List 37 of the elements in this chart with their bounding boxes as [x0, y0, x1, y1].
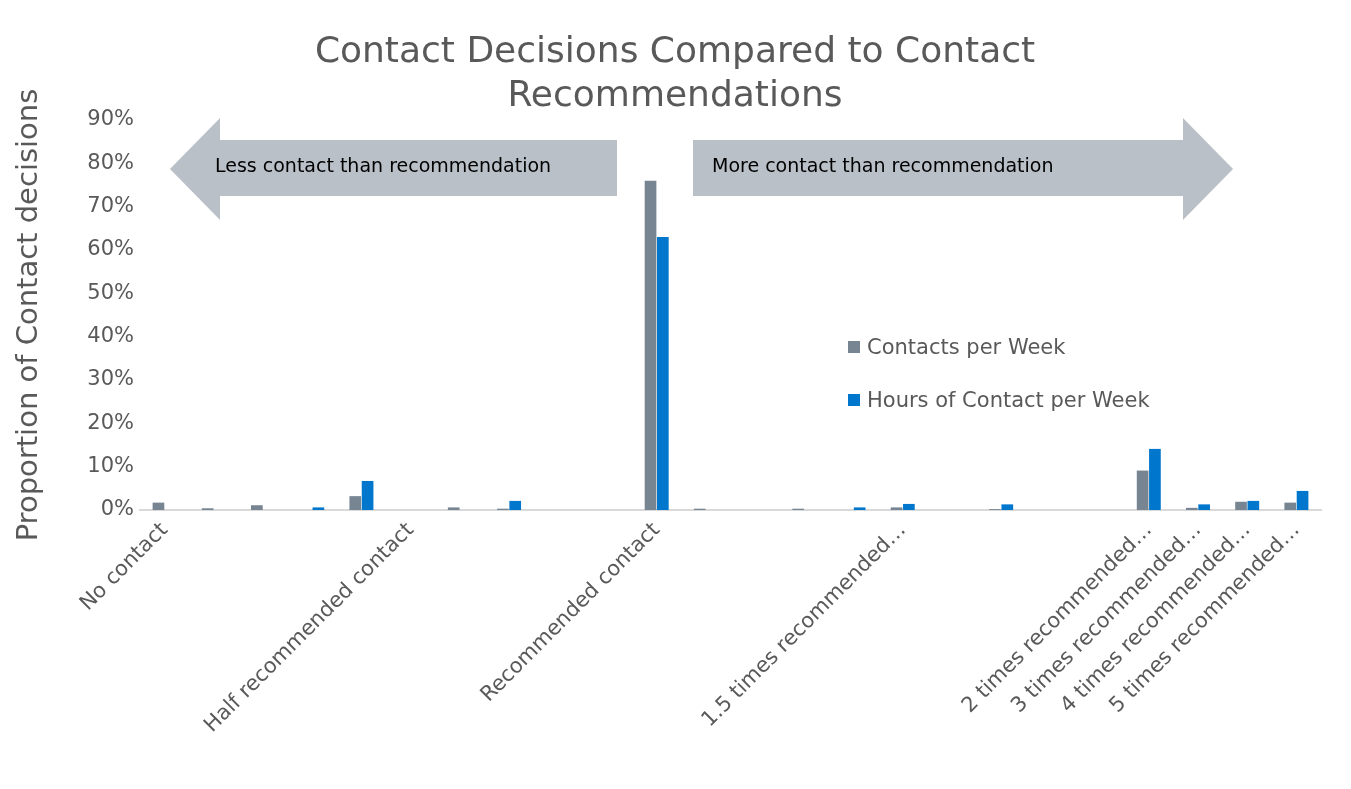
bar	[1001, 504, 1014, 510]
y-tick-label: 10%	[87, 453, 134, 478]
bar	[644, 180, 657, 510]
bar	[1296, 490, 1309, 510]
annotation: More contact than recommendation	[712, 154, 1054, 176]
bar	[349, 496, 362, 510]
y-axis-title: Proportion of Contact decisions	[9, 88, 44, 542]
y-tick-label: 20%	[87, 409, 134, 434]
bar	[890, 507, 903, 510]
y-tick-label: 0%	[100, 496, 134, 521]
y-tick-label: 50%	[87, 279, 134, 304]
bar	[509, 500, 522, 510]
y-tick-label: 40%	[87, 323, 134, 348]
y-tick-label: 80%	[87, 149, 134, 174]
bar	[657, 237, 669, 510]
bar	[1235, 501, 1247, 510]
legend-label: Contacts per Week	[867, 334, 1066, 359]
y-tick-label: 70%	[87, 193, 134, 218]
bar	[1198, 504, 1210, 510]
bar	[447, 507, 460, 510]
annotation: Less contact than recommendation	[215, 154, 552, 176]
bar	[1149, 448, 1161, 510]
bar	[152, 502, 165, 510]
bar	[1284, 502, 1297, 510]
y-tick-label: 90%	[87, 106, 134, 131]
bar	[903, 503, 915, 510]
y-tick-label: 30%	[87, 366, 134, 391]
bar	[312, 507, 325, 510]
bar	[1136, 470, 1149, 510]
legend-label: Hours of Contact per Week	[867, 387, 1150, 412]
bar	[251, 505, 263, 510]
bar	[1247, 500, 1260, 510]
y-tick-label: 60%	[87, 236, 134, 261]
bar	[1185, 507, 1198, 510]
bar	[853, 507, 866, 510]
bar	[361, 480, 374, 510]
chart-title: Contact Decisions Compared to Contact Recommendations	[313, 28, 1037, 116]
